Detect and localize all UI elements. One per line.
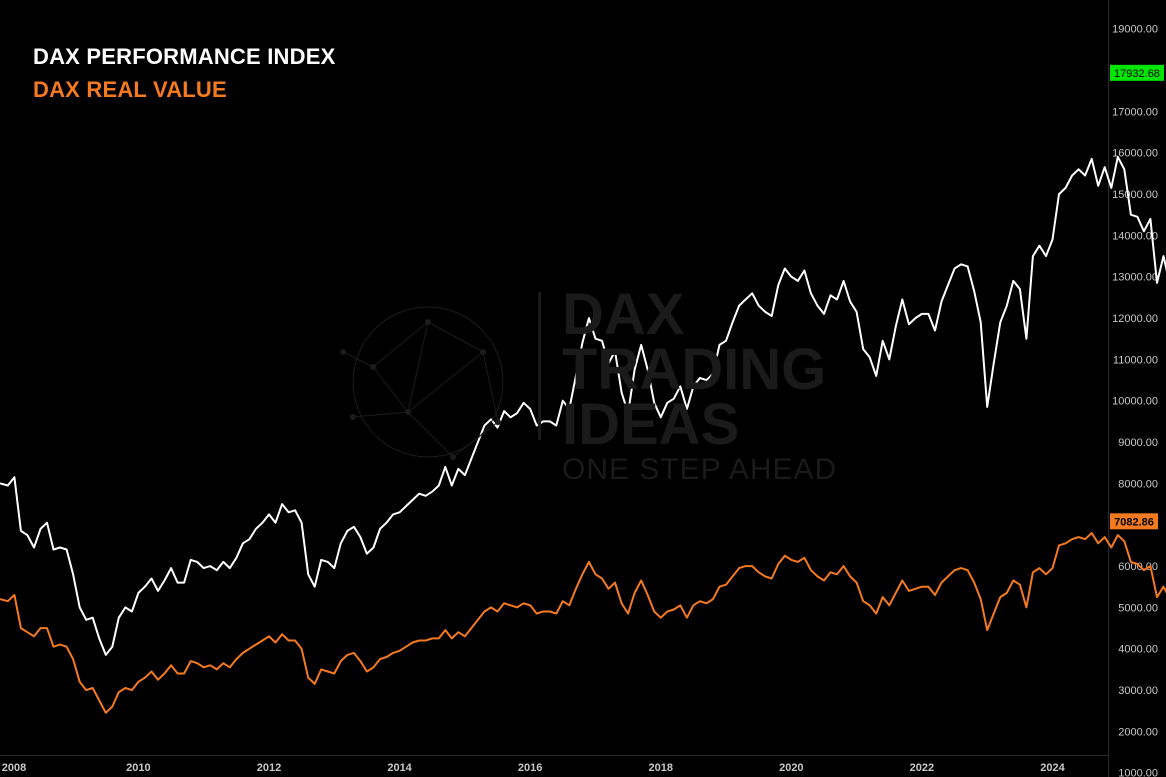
y-tick-label-15: 16000.00: [1112, 148, 1158, 160]
y-tick-label-8: 9000.00: [1118, 437, 1158, 449]
x-tick-label-7: 2022: [910, 762, 934, 774]
watermark-tagline: ONE STEP AHEAD: [562, 453, 838, 486]
last-value-badge-performance: 17932.68: [1110, 64, 1164, 81]
y-tick-label-10: 11000.00: [1113, 354, 1158, 366]
last-value-real-value: 7082.86: [1114, 516, 1154, 528]
y-tick-label-13: 14000.00: [1112, 230, 1158, 242]
y-tick-label-7: 8000.00: [1118, 478, 1158, 490]
watermark-line-1: DAX: [562, 282, 685, 347]
y-tick-label-5: 6000.00: [1118, 561, 1158, 573]
last-value-badge-real: 7082.86: [1110, 513, 1158, 530]
x-tick-label-1: 2010: [126, 762, 150, 774]
legend-entry-performance: DAX PERFORMANCE INDEX: [33, 44, 336, 69]
x-tick-label-0: 2008: [2, 762, 26, 774]
x-tick-label-8: 2024: [1040, 762, 1065, 774]
legend-entry-real-value: DAX REAL VALUE: [33, 77, 227, 102]
x-tick-label-6: 2020: [779, 762, 803, 774]
y-tick-label-2: 3000.00: [1118, 685, 1158, 697]
last-value-performance: 17932.68: [1114, 68, 1160, 80]
y-tick-label-3: 4000.00: [1118, 644, 1158, 656]
y-tick-label-0: 1000.00: [1118, 768, 1158, 777]
y-tick-label-11: 12000.00: [1112, 313, 1158, 325]
y-tick-label-14: 15000.00: [1112, 189, 1158, 201]
watermark-divider: [538, 292, 541, 440]
globe-network-icon: [340, 306, 504, 460]
x-tick-label-2: 2012: [257, 762, 281, 774]
watermark-line-2: TRADING: [562, 337, 827, 402]
x-tick-label-5: 2018: [649, 762, 673, 774]
y-tick-label-1: 2000.00: [1118, 726, 1158, 738]
series-line-dax-real-value: [0, 532, 1166, 714]
y-tick-label-9: 10000.00: [1112, 396, 1158, 408]
y-tick-label-18: 19000.00: [1112, 24, 1158, 36]
y-tick-label-12: 13000.00: [1112, 272, 1158, 284]
y-tick-label-4: 5000.00: [1118, 602, 1158, 614]
x-tick-label-4: 2016: [518, 762, 542, 774]
x-axis-ticks: 2008 2010 2012 2014 2016 2018 2020 2022 2024: [2, 762, 1066, 774]
watermark-line-3: IDEAS: [562, 392, 740, 457]
y-tick-label-16: 17000.00: [1112, 106, 1158, 118]
x-tick-label-3: 2014: [387, 762, 412, 774]
series-line-dax-performance-index: [0, 155, 1166, 656]
